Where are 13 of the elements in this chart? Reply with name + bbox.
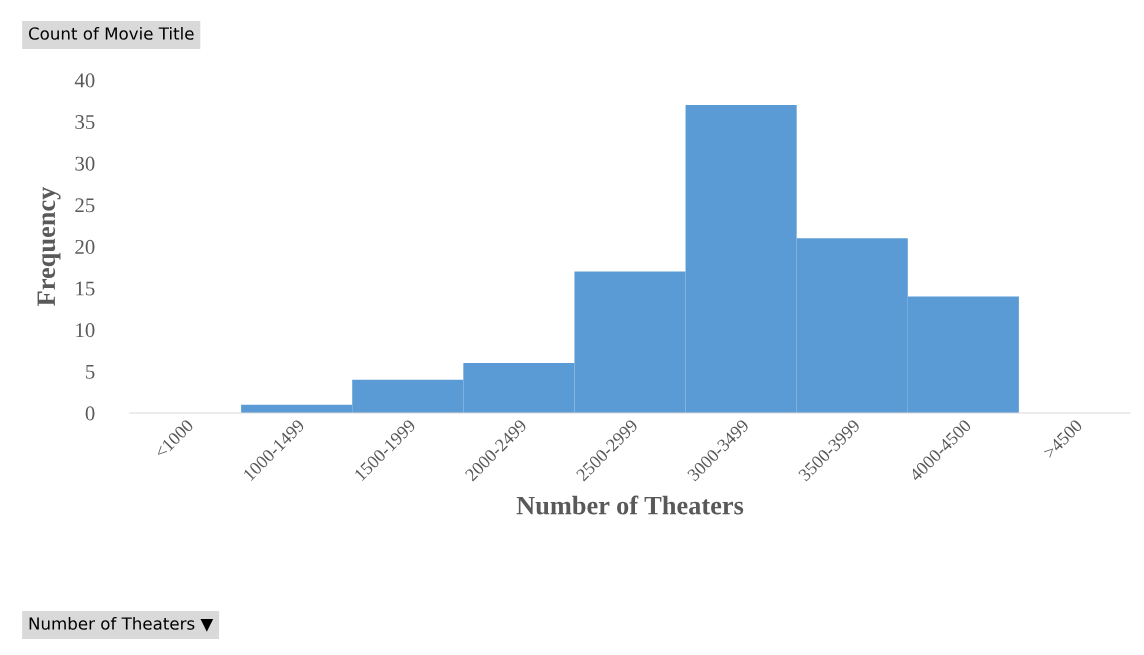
y-tick-label: 20: [75, 239, 95, 254]
y-tick-label: 5: [86, 364, 95, 379]
y-tick-label: 0: [85, 406, 95, 421]
y-tick-label: 40: [74, 73, 95, 88]
text: Number of Theaters ▼: [29, 616, 214, 632]
x-axis-title: Number of Theaters: [516, 495, 744, 515]
y-tick-label: 15: [76, 281, 95, 296]
y-tick-label: 25: [75, 198, 95, 213]
y-axis-title: Frequency: [37, 186, 61, 306]
y-tick-label: 10: [76, 323, 95, 338]
y-tick-label: 35: [75, 115, 95, 130]
text: Count of Movie Title: [28, 26, 194, 40]
y-tick-label: 30: [75, 156, 95, 171]
